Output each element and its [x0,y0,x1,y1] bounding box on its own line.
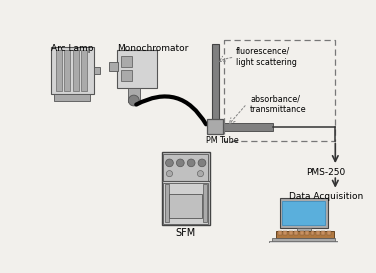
Circle shape [128,95,139,106]
Bar [81,51,87,91]
Bar [127,88,140,102]
Bar [203,185,207,222]
Bar [121,56,132,67]
Bar [316,232,320,235]
Bar [311,232,314,235]
Text: SFM: SFM [176,228,196,238]
Bar [289,232,293,235]
Bar [270,241,338,245]
Circle shape [187,159,195,167]
Circle shape [166,171,173,177]
Circle shape [176,159,184,167]
Text: fluorescence/
light scattering: fluorescence/ light scattering [236,47,297,67]
Text: Data Acquisition: Data Acquisition [289,192,363,201]
Text: PMS-250: PMS-250 [306,168,345,177]
Bar [170,194,202,218]
Bar [163,154,208,181]
Bar [121,70,132,81]
Bar [305,232,309,235]
Bar [163,183,208,224]
Bar [208,119,223,134]
Bar [165,185,169,222]
Bar [64,51,70,91]
Bar [94,67,100,74]
Bar [276,231,334,238]
Bar [297,228,311,232]
Bar [54,94,90,100]
Bar [51,47,94,94]
Circle shape [198,159,206,167]
Bar [56,51,62,91]
Bar [321,232,325,235]
Bar [109,62,118,71]
Circle shape [197,171,203,177]
Bar [300,232,303,235]
Bar [223,123,273,130]
Bar [278,232,282,235]
Circle shape [165,159,173,167]
Text: PM Tube: PM Tube [206,136,239,145]
Bar [294,232,298,235]
Text: Monochromator: Monochromator [117,43,188,52]
Text: absorbance/
transmittance: absorbance/ transmittance [250,94,307,114]
Bar [327,232,331,235]
Bar [279,198,327,228]
Text: Arc Lamp: Arc Lamp [51,43,93,52]
Bar [73,51,79,91]
Bar [117,50,157,88]
Bar [282,201,325,225]
Bar [272,238,335,242]
Bar [162,152,210,225]
Bar [284,232,287,235]
Bar [212,44,219,121]
